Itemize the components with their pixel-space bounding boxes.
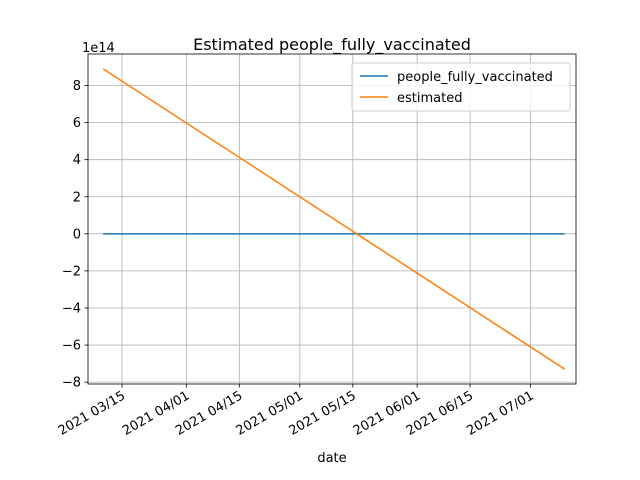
series-lines	[102, 68, 566, 370]
y-tick-label: 4	[73, 153, 81, 168]
plot-frame	[87, 53, 577, 385]
y-tick-label: 0	[73, 227, 81, 242]
y-tick-label: 2	[73, 190, 81, 205]
legend-label: people_fully_vaccinated	[397, 70, 553, 85]
legend-label: estimated	[397, 91, 462, 106]
legend: people_fully_vaccinated estimated	[351, 62, 571, 112]
legend-entries: people_fully_vaccinated estimated	[360, 70, 553, 106]
legend-box	[351, 62, 571, 112]
y-tick-label: −2	[62, 264, 81, 279]
y-tick-label: 8	[73, 79, 81, 94]
y-tick-label: 6	[73, 116, 81, 131]
chart-title: Estimated people_fully_vaccinated	[193, 35, 471, 55]
y-tick-label: −4	[62, 301, 81, 316]
y-tick-label: −8	[62, 376, 81, 391]
series-line-estimated	[102, 68, 566, 370]
y-tick-label: −6	[62, 339, 81, 354]
x-axis-label: date	[317, 451, 346, 466]
y-offset-label: 1e14	[82, 41, 115, 56]
